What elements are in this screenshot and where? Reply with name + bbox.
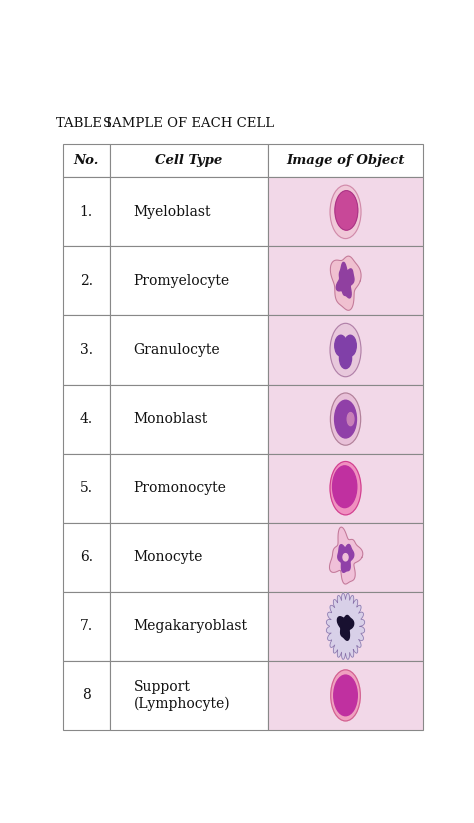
Text: 8: 8 xyxy=(82,688,91,702)
Polygon shape xyxy=(336,263,354,298)
Bar xyxy=(63,177,109,246)
Bar xyxy=(63,453,109,523)
Bar xyxy=(63,384,109,453)
Circle shape xyxy=(335,335,347,356)
Text: 7.: 7. xyxy=(80,620,93,634)
Text: 3.: 3. xyxy=(80,343,93,357)
Circle shape xyxy=(330,185,361,239)
Text: SAMPLE OF EACH CELL: SAMPLE OF EACH CELL xyxy=(103,117,274,129)
Bar xyxy=(109,661,268,730)
Circle shape xyxy=(330,393,361,445)
Ellipse shape xyxy=(347,412,354,425)
Bar xyxy=(268,315,423,384)
Polygon shape xyxy=(327,593,365,659)
Bar xyxy=(268,384,423,453)
Circle shape xyxy=(333,466,357,508)
Text: Promonocyte: Promonocyte xyxy=(134,481,227,495)
Bar xyxy=(268,453,423,523)
Polygon shape xyxy=(330,256,361,310)
Bar xyxy=(268,523,423,592)
Ellipse shape xyxy=(343,554,348,561)
Text: Image of Object: Image of Object xyxy=(286,155,405,167)
Bar xyxy=(109,592,268,661)
Circle shape xyxy=(330,462,361,515)
Text: 4.: 4. xyxy=(80,412,93,426)
Circle shape xyxy=(330,323,361,377)
Bar xyxy=(109,384,268,453)
Circle shape xyxy=(339,347,352,369)
Text: Monocyte: Monocyte xyxy=(134,551,203,565)
Polygon shape xyxy=(337,616,354,640)
Bar xyxy=(109,177,268,246)
Bar xyxy=(268,661,423,730)
Bar xyxy=(63,592,109,661)
Ellipse shape xyxy=(335,400,356,438)
Bar xyxy=(63,246,109,315)
Circle shape xyxy=(335,191,358,230)
Text: Monoblast: Monoblast xyxy=(134,412,208,426)
Text: No.: No. xyxy=(73,155,99,167)
Bar xyxy=(109,246,268,315)
Text: Myeloblast: Myeloblast xyxy=(134,205,211,219)
Circle shape xyxy=(331,670,360,721)
Bar xyxy=(268,592,423,661)
Text: Promyelocyte: Promyelocyte xyxy=(134,274,229,288)
Bar xyxy=(268,177,423,246)
Polygon shape xyxy=(329,528,363,584)
Bar xyxy=(109,523,268,592)
Bar xyxy=(268,144,423,177)
Circle shape xyxy=(334,675,357,716)
Text: 5.: 5. xyxy=(80,481,93,495)
Bar xyxy=(63,144,109,177)
Bar xyxy=(63,523,109,592)
Text: TABLE I.: TABLE I. xyxy=(56,117,116,129)
Text: Cell Type: Cell Type xyxy=(155,155,223,167)
Text: Megakaryoblast: Megakaryoblast xyxy=(134,620,247,634)
Circle shape xyxy=(344,335,356,356)
Text: 1.: 1. xyxy=(80,205,93,219)
Polygon shape xyxy=(338,545,354,572)
Text: Support
(Lymphocyte): Support (Lymphocyte) xyxy=(134,680,230,711)
Text: 2.: 2. xyxy=(80,274,93,288)
Bar xyxy=(109,144,268,177)
Text: 6.: 6. xyxy=(80,551,93,565)
Bar xyxy=(109,315,268,384)
Text: Granulocyte: Granulocyte xyxy=(134,343,220,357)
Bar xyxy=(268,246,423,315)
Bar xyxy=(63,661,109,730)
Bar xyxy=(109,453,268,523)
Bar xyxy=(63,315,109,384)
